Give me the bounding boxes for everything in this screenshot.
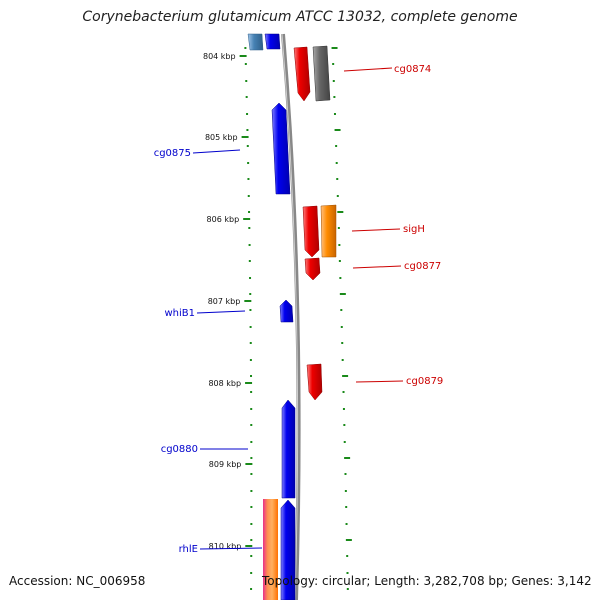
kbp-tick-label: 809 kbp [209,460,242,469]
gene-feature-steelblue[interactable] [247,33,264,51]
gene-feature-orange[interactable] [320,204,337,258]
gene-feature-rhlE[interactable] [280,499,296,600]
gene-feature-cg0877[interactable] [304,257,321,281]
accession-label: Accession: NC_006958 [9,574,146,588]
gene-label-cg0877[interactable]: cg0877 [404,261,441,272]
gene-feature-grey[interactable] [312,45,331,102]
callout-line-whiB1 [196,310,246,314]
kbp-tick-label: 806 kbp [207,215,240,224]
gene-feature-cg0880[interactable] [281,399,296,499]
gene-label-cg0875[interactable]: cg0875 [154,148,191,159]
map-title: Corynebacterium glutamicum ATCC 13032, c… [82,9,518,25]
gene-feature-forward-top[interactable] [264,33,281,50]
gene-feature-cg0875[interactable] [271,102,291,195]
genome-backbone [281,33,301,600]
callout-line-sigH [351,228,401,232]
tick-ring-inner [244,47,253,590]
kbp-tick-label: 808 kbp [208,379,241,388]
gene-label-rhlE[interactable]: rhlE [179,544,198,555]
gene-label-sigH[interactable]: sigH [403,224,425,235]
gene-callouts: cg0874 cg0875 sigH cg0877 whiB1 cg0879 c… [154,64,444,555]
gene-label-cg0874[interactable]: cg0874 [394,64,431,75]
genome-summary: Topology: circular; Length: 3,282,708 bp… [262,574,592,588]
tick-ring-outer [331,47,352,590]
gene-label-cg0880[interactable]: cg0880 [161,444,198,455]
genome-backbone-highlight [281,33,299,600]
kbp-tick-label: 804 kbp [203,52,236,61]
callout-line-cg0877 [352,265,402,269]
gene-feature-cg0874[interactable] [293,46,311,102]
callout-line-cg0874 [343,67,393,72]
gene-feature-multicolor[interactable] [263,499,278,600]
kbp-scale: 804 kbp 805 kbp 806 kbp 807 kbp 808 kbp 809 k… [203,52,253,551]
gene-label-cg0879[interactable]: cg0879 [406,376,443,387]
gene-feature-cg0879[interactable] [306,363,323,401]
gene-label-whiB1[interactable]: whiB1 [164,308,195,319]
gene-feature-whiB1[interactable] [279,299,294,323]
callout-line-cg0879 [355,380,404,383]
kbp-tick-label: 805 kbp [205,133,238,142]
kbp-tick-label: 807 kbp [208,297,241,306]
gene-feature-sigH[interactable] [302,205,320,258]
callout-line-rhlE [199,547,263,550]
gene-features [247,33,337,600]
kbp-tick-label: 810 kbp [209,542,242,551]
callout-line-cg0875 [192,149,241,154]
